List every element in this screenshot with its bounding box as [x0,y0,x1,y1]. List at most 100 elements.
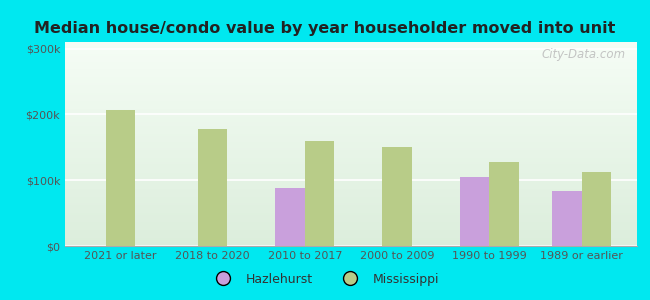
Bar [65,134,637,136]
Bar [305,141,334,246]
Bar [65,132,637,134]
Bar [65,162,637,164]
Bar [489,162,519,246]
Bar [65,109,637,111]
Bar [65,209,637,211]
Bar [65,44,637,46]
Bar [65,122,637,124]
Bar [65,179,637,181]
Bar [65,215,637,217]
Bar [65,201,637,203]
Bar [65,144,637,146]
Bar [65,172,637,175]
Bar [65,119,637,122]
Bar [65,77,637,79]
Bar [582,172,611,246]
Bar [65,199,637,201]
Bar [65,89,637,91]
Bar [105,110,135,246]
Bar [65,62,637,64]
Bar [65,140,637,142]
Bar [65,236,637,238]
Bar [65,221,637,224]
Legend: Hazlehurst, Mississippi: Hazlehurst, Mississippi [205,268,445,291]
Bar [65,191,637,193]
Bar [65,146,637,148]
Bar [65,197,637,199]
Bar [65,107,637,109]
Bar [65,232,637,234]
Bar [65,226,637,228]
Bar [382,147,412,246]
Bar [65,240,637,242]
Bar [65,213,637,215]
Bar [65,189,637,191]
Bar [65,75,637,77]
Bar [65,130,637,132]
Bar [65,158,637,160]
Bar [65,142,637,144]
Bar [65,111,637,113]
Bar [65,177,637,179]
Bar [65,230,637,232]
Bar [65,58,637,60]
Bar [65,93,637,95]
Bar [65,205,637,207]
Bar [65,138,637,140]
Bar [65,150,637,152]
Text: Median house/condo value by year householder moved into unit: Median house/condo value by year househo… [34,21,616,36]
Bar [65,218,637,220]
Bar [65,67,637,68]
Bar [65,87,637,89]
Bar [552,191,582,246]
Bar [65,164,637,166]
Bar [65,85,637,87]
Bar [65,95,637,97]
Bar [65,91,637,93]
Bar [65,101,637,103]
Bar [65,220,637,221]
Bar [65,195,637,197]
Bar [65,46,637,48]
Bar [65,154,637,156]
Bar [65,116,637,118]
Bar [65,160,637,162]
Bar [65,187,637,189]
Bar [65,70,637,73]
Bar [65,124,637,126]
Bar [65,183,637,185]
Bar [65,148,637,150]
Bar [65,152,637,154]
Bar [65,224,637,226]
Bar [65,113,637,116]
Bar [65,169,637,170]
Bar [65,54,637,56]
Bar [460,177,489,246]
Bar [65,83,637,85]
Bar [65,128,637,130]
Bar [65,60,637,62]
Bar [65,68,637,70]
Bar [276,188,305,246]
Bar [65,105,637,107]
Bar [65,81,637,83]
Bar [65,207,637,209]
Bar [65,211,637,213]
Bar [65,181,637,183]
Bar [65,228,637,230]
Bar [65,79,637,81]
Bar [65,185,637,187]
Bar [65,103,637,105]
Bar [65,64,637,67]
Bar [65,234,637,236]
Bar [65,170,637,172]
Bar [65,244,637,246]
Bar [65,52,637,54]
Bar [65,156,637,158]
Bar [65,48,637,50]
Bar [65,242,637,244]
Bar [65,99,637,101]
Bar [65,167,637,169]
Bar [65,203,637,205]
Bar [65,118,637,119]
